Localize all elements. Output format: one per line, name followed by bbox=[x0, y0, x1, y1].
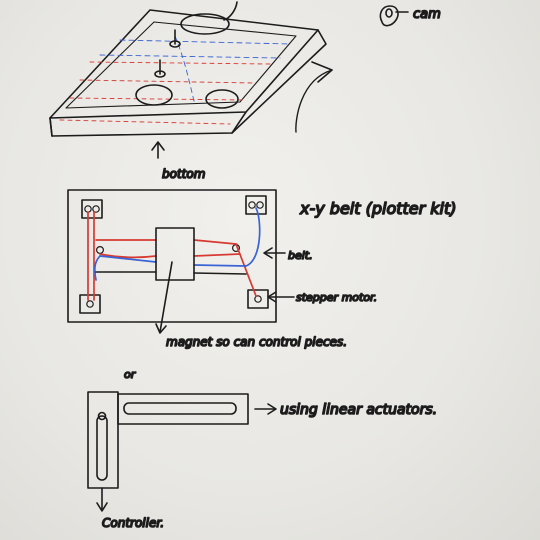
xy-belt-diagram bbox=[67, 189, 295, 334]
red-belt bbox=[87, 211, 257, 301]
board-top-face bbox=[49, 9, 319, 119]
controller-label: Controller. bbox=[102, 516, 164, 530]
vertical-actuator-slot bbox=[96, 415, 108, 481]
board-hole-left bbox=[135, 84, 173, 106]
blue-belt bbox=[93, 207, 261, 281]
camera-icon bbox=[379, 5, 409, 27]
magnet-arrow bbox=[159, 261, 173, 333]
plotter-frame bbox=[67, 189, 277, 323]
board-hole-top bbox=[180, 13, 230, 35]
pulley-bottom-left bbox=[79, 294, 101, 314]
cam-label: cam bbox=[413, 7, 441, 22]
linear-actuators-label: using linear actuators. bbox=[280, 402, 437, 418]
horizontal-actuator bbox=[117, 393, 249, 425]
board-side-edge bbox=[231, 29, 327, 134]
pulley-top-right bbox=[245, 195, 267, 215]
pulley-bottom-right bbox=[247, 289, 269, 309]
magnet-label: magnet so can control pieces. bbox=[166, 335, 347, 349]
board-side-arrow bbox=[295, 69, 333, 133]
board-perspective-drawing bbox=[49, 1, 333, 159]
board-red-dashed-lines bbox=[59, 61, 271, 125]
board-inner-border bbox=[65, 21, 297, 109]
magnet-carriage bbox=[155, 227, 195, 281]
board-hole-right bbox=[205, 89, 239, 109]
pulley-top-left bbox=[81, 199, 103, 219]
board-pegs bbox=[154, 29, 181, 78]
bottom-label: bottom bbox=[162, 167, 205, 181]
or-label: or bbox=[124, 368, 137, 381]
vertical-actuator bbox=[87, 391, 119, 489]
stepper-motor-label: stepper motor. bbox=[296, 291, 377, 304]
linear-actuator-diagram bbox=[87, 391, 277, 512]
xy-belt-label: x-y belt (plotter kit) bbox=[299, 199, 457, 218]
board-blue-dashed-lines bbox=[99, 35, 291, 106]
belt-label: belt. bbox=[288, 249, 313, 262]
horizontal-actuator-slot bbox=[123, 402, 237, 415]
